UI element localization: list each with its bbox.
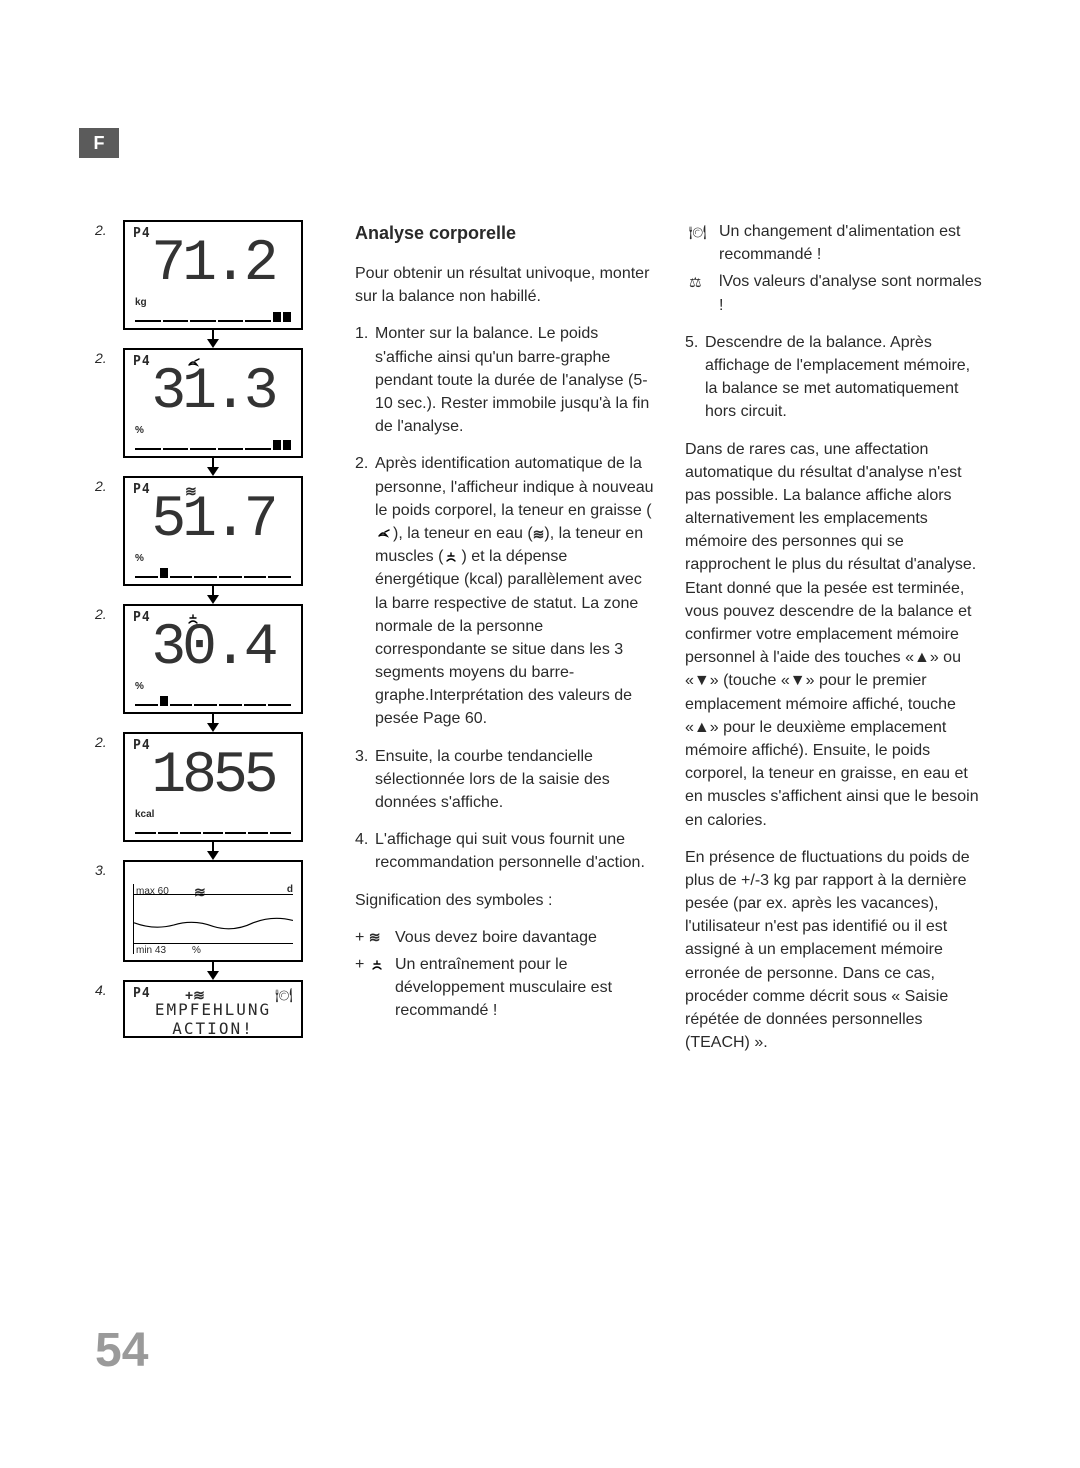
lcd-screen: P431.3% <box>123 348 303 458</box>
step-number: 2. <box>95 604 123 622</box>
text-column-1: Analyse corporelle Pour obtenir un résul… <box>355 220 655 1068</box>
symbol-text: Vous devez boire davantage <box>395 926 655 949</box>
symbol-row: + ≋ Vous devez boire davantage <box>355 926 655 949</box>
step-1: 1.Monter sur la balance. Le poids s'affi… <box>355 322 655 438</box>
section-heading: Analyse corporelle <box>355 220 655 246</box>
symbol-icon: 🍽 <box>689 220 713 266</box>
language-tab: F <box>79 128 119 158</box>
step-4: 4.L'affichage qui suit vous fournit une … <box>355 828 655 874</box>
measure-icon: ≋ <box>194 884 206 901</box>
unit-label: % <box>135 425 144 436</box>
symbols-title: Signification des symboles : <box>355 889 655 912</box>
arrow-down-icon <box>123 330 303 348</box>
arrow-down-icon <box>123 714 303 732</box>
diagram-column: 2.P471.2kg2.P431.3%2.P4≋51.7%2.P430.4%2.… <box>95 220 325 1068</box>
screen-block: 2.P471.2kg <box>95 220 303 330</box>
arrow-down-icon <box>123 962 303 980</box>
screen-block: 2.P431.3% <box>95 348 303 458</box>
lcd-screen: P41855kcal <box>123 732 303 842</box>
screen-block: 2.P430.4% <box>95 604 303 714</box>
step-text: Monter sur la balance. Le poids s'affich… <box>375 325 649 435</box>
measurement-value: 51.7 <box>125 492 301 550</box>
profile-label: P4 <box>133 986 151 1001</box>
arrow-down-icon <box>123 842 303 860</box>
symbol-icon: ⚖ <box>689 270 713 316</box>
step-text: Ensuite, la courbe tendancielle sélectio… <box>375 748 610 811</box>
step-text: Après identification automatique de la p… <box>375 455 654 727</box>
paragraph: En présence de fluctuations du poids de … <box>685 846 985 1055</box>
symbol-text: lVos valeurs d'analyse sont normales ! <box>719 270 985 316</box>
lcd-screen-graph: max 60 ≋ d min 43% <box>123 860 303 962</box>
step-number: 2. <box>95 220 123 238</box>
bargraph <box>135 312 291 322</box>
symbol-icon: + ≋ <box>355 926 389 949</box>
lcd-screen: P430.4% <box>123 604 303 714</box>
bargraph <box>135 568 291 578</box>
lcd-screen: P471.2kg <box>123 220 303 330</box>
unit-label: % <box>135 553 144 564</box>
graph-axis-label: d <box>287 884 293 895</box>
paragraph: Dans de rares cas, une affectation autom… <box>685 438 985 832</box>
recommendation-text: EMPFEHLUNGACTION! <box>125 1000 301 1038</box>
screen-block: 2.P41855kcal <box>95 732 303 842</box>
screen-block: 4.P4+≋🍽EMPFEHLUNGACTION! <box>95 980 303 1038</box>
bargraph <box>135 824 291 834</box>
step-number: 2. <box>95 732 123 750</box>
text-column-2: 🍽Un changement d'alimentation est recomm… <box>685 220 985 1068</box>
graph-max-label: max 60 <box>136 886 169 897</box>
steps-list-cont: 5.Descendre de la balance. Après afficha… <box>685 331 985 424</box>
step-text: Descendre de la balance. Après affichage… <box>705 334 970 421</box>
screen-block: 2.P4≋51.7% <box>95 476 303 586</box>
symbol-icon: + <box>355 953 389 1023</box>
page-content: 2.P471.2kg2.P431.3%2.P4≋51.7%2.P430.4%2.… <box>95 220 995 1068</box>
measurement-value: 71.2 <box>125 236 301 294</box>
step-number: 2. <box>95 348 123 366</box>
bargraph <box>135 696 291 706</box>
arrow-down-icon <box>123 586 303 604</box>
unit-label: % <box>135 681 144 692</box>
measurement-value: 1855 <box>125 748 301 806</box>
graph-unit: % <box>192 945 201 956</box>
symbol-row: 🍽Un changement d'alimentation est recomm… <box>689 220 985 266</box>
measurement-value: 30.4 <box>125 620 301 678</box>
lcd-screen-recommendation: P4+≋🍽EMPFEHLUNGACTION! <box>123 980 303 1038</box>
step-5: 5.Descendre de la balance. Après afficha… <box>685 331 985 424</box>
symbols-list: + ≋ Vous devez boire davantage + Un entra… <box>355 926 655 1023</box>
step-number: 3. <box>95 860 123 878</box>
symbol-text: Un changement d'alimentation est recomma… <box>719 220 985 266</box>
lcd-screen: P4≋51.7% <box>123 476 303 586</box>
unit-label: kcal <box>135 809 154 820</box>
step-number: 4. <box>95 980 123 998</box>
screen-block: 3. max 60 ≋ d min 43% <box>95 860 303 962</box>
symbols-list-cont: 🍽Un changement d'alimentation est recomm… <box>685 220 985 317</box>
step-text: L'affichage qui suit vous fournit une re… <box>375 831 645 871</box>
symbol-text: Un entraînement pour le développement mu… <box>395 953 655 1023</box>
step-3: 3.Ensuite, la courbe tendancielle sélect… <box>355 745 655 815</box>
bargraph <box>135 440 291 450</box>
step-number: 2. <box>95 476 123 494</box>
graph-min-label: min 43 <box>136 945 166 956</box>
measurement-value: 31.3 <box>125 364 301 422</box>
symbol-row: + Un entraînement pour le développement … <box>355 953 655 1023</box>
unit-label: kg <box>135 297 147 308</box>
step-2: 2.Après identification automatique de la… <box>355 452 655 730</box>
steps-list: 1.Monter sur la balance. Le poids s'affi… <box>355 322 655 874</box>
arrow-down-icon <box>123 458 303 476</box>
symbol-row: ⚖lVos valeurs d'analyse sont normales ! <box>689 270 985 316</box>
page-number: 54 <box>95 1323 148 1378</box>
intro-paragraph: Pour obtenir un résultat univoque, monte… <box>355 262 655 308</box>
